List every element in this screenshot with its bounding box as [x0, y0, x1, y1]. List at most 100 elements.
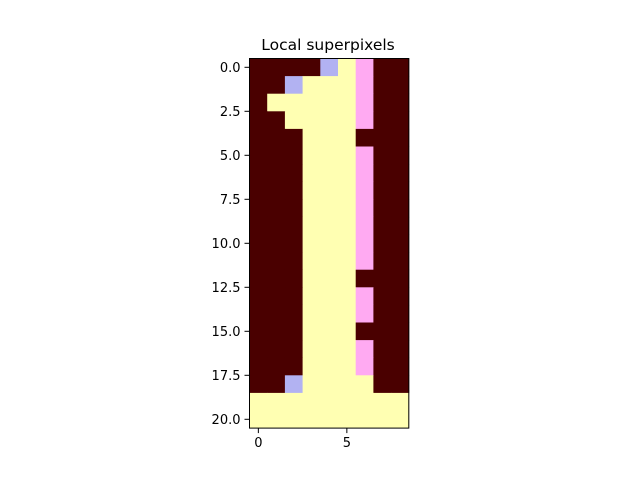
heatmap-cell: [338, 199, 357, 218]
heatmap-cell: [302, 322, 321, 341]
heatmap-cell: [355, 234, 374, 253]
heatmap-cell: [355, 357, 374, 376]
heatmap-cell: [355, 111, 374, 130]
heatmap-cell: [338, 410, 357, 429]
heatmap-cell: [320, 287, 339, 306]
heatmap-cell: [391, 93, 410, 112]
heatmap-cell: [302, 252, 321, 271]
heatmap-cell: [320, 111, 339, 130]
heatmap-cell: [320, 199, 339, 218]
heatmap-cell: [302, 375, 321, 394]
heatmap-cell: [284, 93, 303, 112]
y-tick-label: 10.0: [212, 237, 241, 252]
heatmap-cell: [267, 357, 286, 376]
heatmap-cell: [284, 234, 303, 253]
heatmap-cell: [338, 76, 357, 95]
heatmap-cell: [338, 269, 357, 288]
heatmap-cell: [284, 164, 303, 183]
heatmap-cell: [302, 304, 321, 323]
heatmap-cell: [355, 93, 374, 112]
heatmap-cell: [302, 76, 321, 95]
heatmap-cell: [267, 199, 286, 218]
heatmap-cell: [355, 181, 374, 200]
heatmap-cell: [267, 76, 286, 95]
heatmap-cell: [320, 357, 339, 376]
heatmap-cell: [391, 164, 410, 183]
heatmap-cell: [267, 111, 286, 130]
heatmap-cell: [391, 216, 410, 235]
heatmap-cell: [338, 392, 357, 411]
heatmap-cell: [267, 181, 286, 200]
y-tick-label: 20.0: [212, 413, 241, 428]
heatmap-cell: [355, 269, 374, 288]
heatmap-cell: [302, 340, 321, 359]
heatmap-cell: [320, 322, 339, 341]
heatmap-cell: [249, 146, 268, 165]
heatmap-cell: [267, 252, 286, 271]
heatmap-cell: [249, 216, 268, 235]
heatmap-cell: [338, 146, 357, 165]
heatmap-cell: [373, 269, 392, 288]
heatmap-cell: [284, 181, 303, 200]
heatmap-cell: [249, 128, 268, 147]
heatmap-cell: [320, 164, 339, 183]
heatmap-cell: [284, 111, 303, 130]
heatmap-cell: [391, 76, 410, 95]
heatmap-cell: [338, 111, 357, 130]
y-tick-label: 5.0: [220, 149, 241, 164]
heatmap-cell: [320, 252, 339, 271]
heatmap-cell: [302, 216, 321, 235]
heatmap-cell: [267, 58, 286, 77]
heatmap-cell: [302, 111, 321, 130]
heatmap-cell: [284, 76, 303, 95]
heatmap-cell: [284, 199, 303, 218]
heatmap-cell: [355, 287, 374, 306]
x-tick-label: 5: [343, 436, 351, 451]
heatmap-cell: [249, 111, 268, 130]
heatmap-cell: [249, 234, 268, 253]
heatmap-cell: [355, 128, 374, 147]
heatmap-cell: [373, 128, 392, 147]
heatmap-cell: [391, 234, 410, 253]
heatmap-cell: [267, 392, 286, 411]
heatmap-cell: [355, 392, 374, 411]
y-tick-label: 0.0: [220, 61, 241, 76]
heatmap-cell: [338, 252, 357, 271]
heatmap-cell: [249, 181, 268, 200]
heatmap-cell: [320, 93, 339, 112]
chart-title: Local superpixels: [261, 36, 395, 54]
heatmap-cell: [267, 164, 286, 183]
heatmap-cell: [284, 410, 303, 429]
heatmap-cell: [373, 252, 392, 271]
heatmap-cell: [302, 146, 321, 165]
heatmap-cell: [302, 287, 321, 306]
heatmap-cell: [302, 269, 321, 288]
heatmap-cell: [338, 58, 357, 77]
heatmap-cell: [302, 234, 321, 253]
heatmap-cell: [249, 199, 268, 218]
heatmap-cell: [249, 93, 268, 112]
heatmap-cell: [373, 340, 392, 359]
heatmap-cell: [284, 340, 303, 359]
heatmap-cell: [373, 146, 392, 165]
heatmap-cell: [338, 322, 357, 341]
heatmap-cell: [373, 392, 392, 411]
heatmap-cell: [338, 304, 357, 323]
heatmap-cell: [338, 128, 357, 147]
heatmap-cell: [355, 146, 374, 165]
heatmap-cell: [391, 304, 410, 323]
heatmap-cell: [267, 304, 286, 323]
heatmap-cell: [373, 216, 392, 235]
heatmap-cell: [249, 269, 268, 288]
heatmap-cell: [267, 216, 286, 235]
heatmap-cell: [320, 375, 339, 394]
heatmap-cell: [338, 340, 357, 359]
heatmap-cell: [391, 287, 410, 306]
heatmap-cell: [373, 357, 392, 376]
x-tick-label: 0: [254, 436, 262, 451]
heatmap-cell: [284, 304, 303, 323]
heatmap-cell: [284, 269, 303, 288]
y-axis: 0.0 2.5 5.0 7.5 10.0 12.5 15.0 17.5 20.0: [212, 61, 250, 428]
